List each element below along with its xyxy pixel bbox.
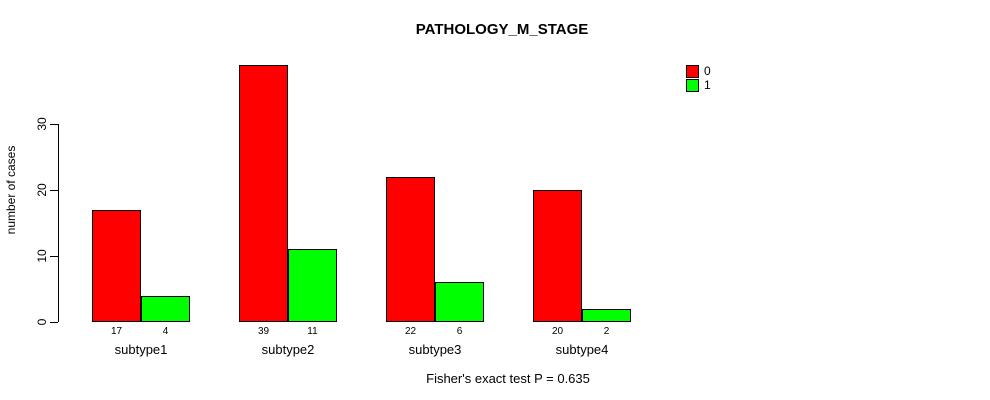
legend-label-0: 0 [704,64,711,78]
y-tick-label-10: 10 [35,249,49,263]
bar-subtype1-0 [92,210,141,322]
bar-subtype2-1 [288,249,337,322]
legend-item-1: 1 [686,79,711,92]
y-tick-label-20: 20 [35,183,49,197]
legend-swatch-0-icon [686,65,699,78]
bar-subtype4-1 [582,309,631,322]
bar-subtype3-1 [435,282,484,322]
bar-count-label-subtype4-0: 20 [551,326,564,337]
bar-count-label-subtype3-1: 6 [456,326,463,337]
bar-count-label-subtype1-1: 4 [162,326,169,337]
bar-count-label-subtype2-0: 39 [257,326,270,337]
bar-count-label-subtype3-0: 22 [404,326,417,337]
y-tick-label-30: 30 [35,117,49,131]
bar-count-label-subtype1-0: 17 [110,326,123,337]
y-tick-20 [50,190,58,191]
y-axis-line [58,124,59,322]
y-tick-10 [50,256,58,257]
footnote-fisher-test: Fisher's exact test P = 0.635 [426,371,590,386]
category-label-subtype1: subtype1 [114,342,168,357]
bar-subtype4-0 [533,190,582,322]
chart-title: PATHOLOGY_M_STAGE [415,21,589,38]
legend: 0 1 [686,65,711,93]
bar-subtype1-1 [141,296,190,322]
category-label-subtype3: subtype3 [408,342,462,357]
category-label-subtype2: subtype2 [261,342,315,357]
y-tick-0 [50,322,58,323]
y-tick-30 [50,124,58,125]
y-tick-label-0: 0 [35,318,49,326]
bar-count-label-subtype4-1: 2 [603,326,610,337]
y-axis-title: number of cases [4,145,18,235]
legend-swatch-1-icon [686,79,699,92]
bar-count-label-subtype2-1: 11 [307,326,318,337]
legend-item-0: 0 [686,65,711,78]
bar-subtype3-0 [386,177,435,322]
legend-label-1: 1 [704,78,711,92]
category-label-subtype4: subtype4 [555,342,609,357]
bar-subtype2-0 [239,65,288,322]
